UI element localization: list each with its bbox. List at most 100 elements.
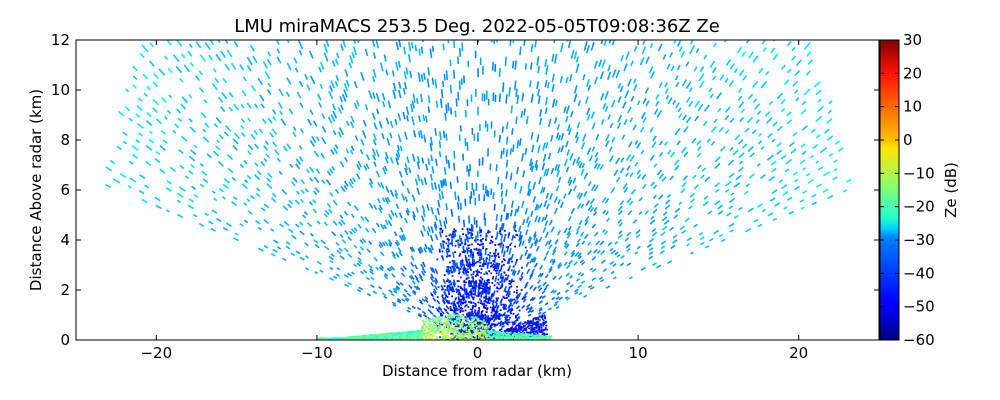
radar-gate bbox=[419, 246, 424, 253]
radar-gate bbox=[452, 251, 455, 258]
radar-gate bbox=[661, 240, 667, 245]
radar-gate bbox=[781, 184, 788, 190]
radar-gate bbox=[685, 96, 691, 103]
radar-gate bbox=[447, 338, 450, 340]
radar-gate bbox=[488, 254, 491, 262]
radar-gate bbox=[516, 315, 521, 320]
radar-gate bbox=[656, 110, 663, 118]
radar-gate bbox=[542, 318, 544, 320]
radar-gate bbox=[570, 252, 576, 258]
radar-gate bbox=[550, 167, 555, 175]
radar-gate bbox=[335, 273, 341, 277]
radar-gate bbox=[618, 222, 623, 227]
radar-gate bbox=[326, 170, 332, 177]
radar-gate bbox=[406, 292, 412, 297]
radar-gate bbox=[453, 69, 456, 79]
radar-gate bbox=[542, 153, 547, 162]
radar-gate bbox=[460, 315, 463, 318]
radar-gate bbox=[479, 276, 482, 279]
radar-gate bbox=[495, 231, 499, 239]
radar-gate bbox=[658, 140, 664, 146]
radar-gate bbox=[521, 152, 525, 162]
radar-gate bbox=[669, 175, 674, 181]
radar-gate bbox=[459, 202, 462, 210]
radar-gate bbox=[569, 284, 574, 288]
radar-gate bbox=[436, 329, 439, 332]
radar-gate bbox=[496, 332, 499, 335]
radar-gate bbox=[379, 62, 384, 72]
radar-gate bbox=[343, 210, 349, 216]
radar-gate bbox=[340, 44, 344, 52]
radar-gate bbox=[730, 192, 735, 196]
radar-gate bbox=[350, 271, 355, 275]
radar-gate bbox=[508, 286, 511, 289]
radar-gate bbox=[816, 105, 825, 113]
radar-gate bbox=[747, 93, 754, 100]
radar-gate bbox=[776, 141, 782, 148]
radar-gate bbox=[402, 87, 406, 95]
radar-gate bbox=[441, 250, 444, 253]
radar-gate bbox=[587, 250, 592, 256]
radar-gate bbox=[224, 63, 231, 71]
radar-gate bbox=[769, 100, 774, 106]
radar-gate bbox=[757, 140, 763, 145]
radar-gate bbox=[445, 323, 448, 326]
radar-gate bbox=[381, 292, 387, 297]
radar-gate bbox=[530, 321, 533, 323]
radar-gate bbox=[149, 60, 155, 67]
radar-gate bbox=[532, 331, 534, 333]
radar-gate bbox=[519, 234, 524, 242]
radar-gate bbox=[356, 173, 361, 180]
radar-gate bbox=[377, 181, 382, 188]
radar-gate bbox=[538, 287, 543, 292]
radar-gate bbox=[557, 198, 561, 205]
radar-gate bbox=[577, 100, 581, 107]
radar-gate bbox=[495, 272, 498, 275]
radar-gate bbox=[672, 239, 678, 244]
radar-gate bbox=[215, 217, 222, 223]
radar-gate bbox=[768, 176, 775, 182]
radar-gate bbox=[478, 279, 481, 282]
radar-gate bbox=[465, 319, 467, 321]
radar-gate bbox=[738, 206, 743, 211]
radar-gate bbox=[286, 143, 292, 150]
radar-gate bbox=[464, 326, 467, 329]
radar-gate bbox=[344, 283, 350, 288]
radar-gate bbox=[406, 334, 409, 337]
radar-gate bbox=[444, 216, 448, 224]
radar-gate bbox=[516, 285, 518, 288]
radar-gate bbox=[434, 338, 437, 340]
radar-gate bbox=[581, 261, 586, 266]
radar-gate bbox=[514, 230, 517, 232]
radar-gate bbox=[683, 125, 689, 133]
radar-gate bbox=[593, 162, 598, 169]
radar-gate bbox=[357, 260, 363, 265]
radar-gate bbox=[435, 100, 439, 108]
radar-gate bbox=[599, 164, 604, 171]
radar-gate bbox=[626, 153, 632, 162]
radar-gate bbox=[656, 169, 663, 176]
radar-gate bbox=[456, 176, 459, 183]
radar-gate bbox=[537, 318, 540, 321]
radar-gate bbox=[488, 287, 491, 290]
radar-gate bbox=[493, 338, 496, 340]
radar-gate bbox=[514, 333, 517, 336]
radar-gate bbox=[410, 261, 415, 267]
radar-gate bbox=[660, 231, 666, 237]
radar-gate bbox=[309, 166, 315, 173]
radar-gate bbox=[463, 281, 465, 283]
radar-gate bbox=[315, 168, 321, 174]
radar-gate bbox=[527, 336, 530, 339]
radar-gate bbox=[350, 115, 355, 123]
radar-gate bbox=[496, 269, 499, 272]
radar-gate bbox=[388, 335, 391, 338]
radar-gate bbox=[204, 41, 211, 51]
radar-gate bbox=[600, 279, 605, 283]
radar-gate bbox=[468, 261, 471, 264]
radar-gate bbox=[485, 287, 488, 290]
radar-gate bbox=[204, 122, 210, 128]
radar-gate bbox=[401, 298, 406, 303]
radar-gate bbox=[179, 77, 184, 83]
radar-gate bbox=[421, 261, 426, 268]
radar-gate bbox=[542, 324, 545, 327]
